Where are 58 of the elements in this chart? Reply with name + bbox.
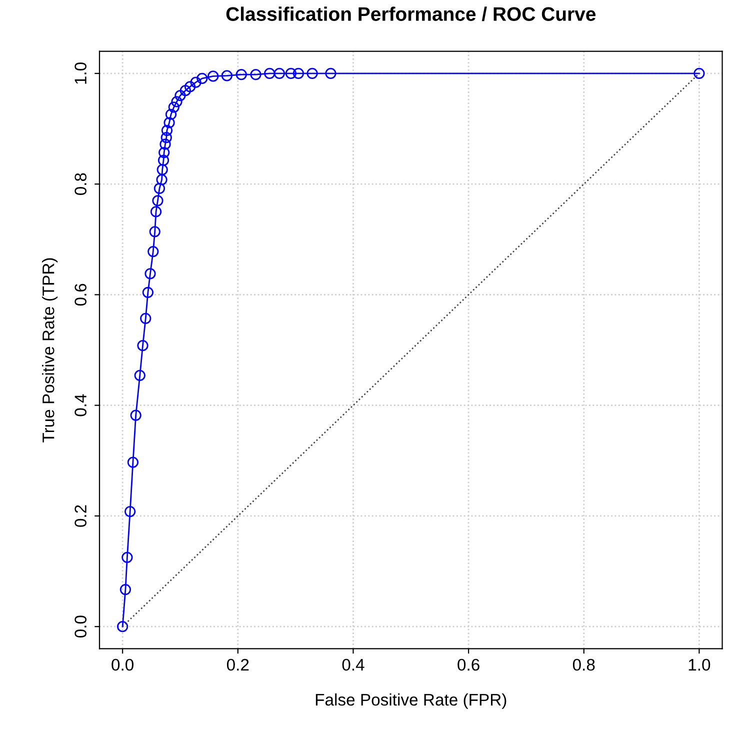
point <box>148 246 159 258</box>
point <box>292 68 304 79</box>
x-tick-label: 1.0 <box>688 658 710 671</box>
point <box>208 70 219 82</box>
point <box>120 584 131 596</box>
point <box>171 96 182 108</box>
point <box>180 85 191 96</box>
y-tick-label: 1.0 <box>74 62 86 84</box>
point <box>156 174 168 186</box>
point <box>285 68 296 79</box>
x-tick-label: 0.6 <box>458 658 480 671</box>
point <box>236 68 247 80</box>
y-tick-label: 0.6 <box>74 284 86 306</box>
chart-title: Classification Performance / ROC Curve <box>226 6 596 22</box>
point <box>160 138 171 150</box>
x-tick-label: 0.0 <box>112 658 134 671</box>
point <box>142 286 154 298</box>
point <box>160 132 172 144</box>
point <box>164 117 175 128</box>
point <box>174 90 186 102</box>
point <box>154 182 166 194</box>
point <box>150 206 162 218</box>
point <box>274 68 285 79</box>
point <box>196 72 208 84</box>
point <box>156 164 168 176</box>
point <box>168 102 180 113</box>
point <box>221 70 232 82</box>
y-tick-label: 0.0 <box>74 616 86 638</box>
point <box>325 68 336 79</box>
point <box>122 552 133 563</box>
point <box>140 312 152 324</box>
y-tick-label: 0.4 <box>74 394 86 416</box>
point <box>161 124 173 136</box>
point <box>124 506 136 518</box>
x-tick-label: 0.8 <box>572 658 595 671</box>
point <box>184 81 196 92</box>
point <box>152 195 164 206</box>
point <box>117 621 128 632</box>
point <box>190 76 202 88</box>
y-tick-label: 0.2 <box>74 505 86 527</box>
point <box>264 68 276 79</box>
point <box>306 68 318 79</box>
x-tick-label: 0.2 <box>226 658 249 671</box>
point <box>149 226 160 238</box>
y-tick-label: 0.8 <box>74 173 86 195</box>
point <box>165 108 177 120</box>
point <box>134 370 146 382</box>
point <box>250 68 262 80</box>
point <box>144 268 156 280</box>
point <box>158 154 170 166</box>
point <box>694 68 705 79</box>
point <box>137 340 148 352</box>
y-axis-title: True Positive Rate (TPR) <box>42 258 58 442</box>
point <box>127 456 138 468</box>
point <box>158 146 170 158</box>
point <box>130 410 142 421</box>
x-axis-title: False Positive Rate (FPR) <box>316 693 506 709</box>
x-tick-label: 0.4 <box>342 658 364 671</box>
